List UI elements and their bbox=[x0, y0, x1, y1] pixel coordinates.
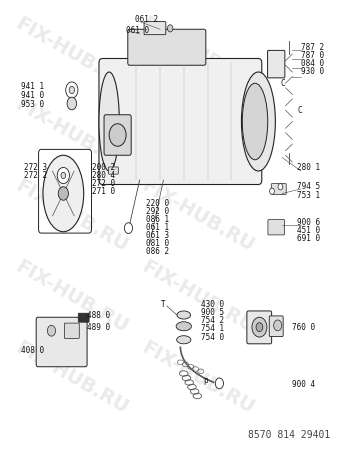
Circle shape bbox=[278, 184, 283, 190]
FancyBboxPatch shape bbox=[36, 317, 87, 367]
Circle shape bbox=[69, 86, 75, 94]
Text: 691 0: 691 0 bbox=[298, 234, 321, 243]
Text: 292 0: 292 0 bbox=[146, 207, 170, 216]
Circle shape bbox=[58, 187, 69, 200]
Text: C: C bbox=[280, 79, 285, 88]
FancyBboxPatch shape bbox=[268, 220, 285, 235]
Text: 941 1: 941 1 bbox=[21, 82, 44, 91]
Circle shape bbox=[274, 320, 282, 331]
Ellipse shape bbox=[99, 72, 119, 171]
Text: 760 0: 760 0 bbox=[292, 323, 315, 332]
FancyBboxPatch shape bbox=[267, 50, 285, 78]
Ellipse shape bbox=[177, 336, 191, 344]
Text: 408 0: 408 0 bbox=[21, 346, 44, 355]
Text: 787 0: 787 0 bbox=[301, 51, 324, 60]
Text: 200 2: 200 2 bbox=[92, 163, 115, 172]
Text: FIX-HUB.RU: FIX-HUB.RU bbox=[12, 95, 131, 175]
Circle shape bbox=[168, 25, 173, 32]
Text: 272 0: 272 0 bbox=[92, 179, 115, 188]
FancyBboxPatch shape bbox=[128, 29, 206, 65]
Ellipse shape bbox=[241, 72, 275, 171]
FancyBboxPatch shape bbox=[108, 167, 118, 174]
Circle shape bbox=[270, 188, 274, 194]
Text: FIX-HUB.RU: FIX-HUB.RU bbox=[138, 95, 257, 175]
Text: 900 5: 900 5 bbox=[201, 308, 224, 317]
Text: C: C bbox=[298, 106, 302, 115]
FancyBboxPatch shape bbox=[104, 115, 131, 155]
Text: 081 0: 081 0 bbox=[146, 239, 170, 248]
Text: 941 0: 941 0 bbox=[21, 91, 44, 100]
Ellipse shape bbox=[43, 155, 84, 232]
Text: 754 2: 754 2 bbox=[201, 316, 224, 325]
FancyBboxPatch shape bbox=[144, 22, 166, 35]
Text: FIX-HUB.RU: FIX-HUB.RU bbox=[138, 257, 257, 337]
Text: FIX-HUB.RU: FIX-HUB.RU bbox=[12, 338, 131, 418]
Text: p: p bbox=[203, 376, 208, 385]
FancyBboxPatch shape bbox=[247, 311, 272, 344]
Text: 930 0: 930 0 bbox=[301, 67, 324, 76]
Text: 086 1: 086 1 bbox=[146, 215, 170, 224]
Text: 061 2: 061 2 bbox=[135, 15, 158, 24]
Ellipse shape bbox=[177, 311, 190, 319]
Circle shape bbox=[109, 124, 126, 146]
Circle shape bbox=[47, 325, 56, 336]
Circle shape bbox=[256, 323, 263, 332]
Text: 086 2: 086 2 bbox=[146, 248, 170, 256]
Text: 451 0: 451 0 bbox=[298, 226, 321, 235]
Text: 220 0: 220 0 bbox=[146, 199, 170, 208]
Text: 430 0: 430 0 bbox=[201, 300, 224, 309]
Text: 271 0: 271 0 bbox=[92, 187, 115, 196]
Text: 280 1: 280 1 bbox=[298, 163, 321, 172]
Text: 953 0: 953 0 bbox=[21, 100, 44, 109]
Text: 061 1: 061 1 bbox=[146, 223, 170, 232]
Circle shape bbox=[252, 317, 267, 337]
Circle shape bbox=[66, 82, 78, 98]
Text: 272 3: 272 3 bbox=[25, 163, 48, 172]
FancyBboxPatch shape bbox=[271, 184, 286, 194]
Text: 753 1: 753 1 bbox=[298, 191, 321, 200]
Text: T: T bbox=[161, 300, 166, 309]
Text: 794 5: 794 5 bbox=[298, 182, 321, 191]
Circle shape bbox=[57, 167, 69, 184]
Text: 061 3: 061 3 bbox=[146, 231, 170, 240]
Text: 489 0: 489 0 bbox=[87, 323, 110, 332]
Circle shape bbox=[124, 223, 133, 234]
FancyBboxPatch shape bbox=[269, 316, 283, 337]
Text: 754 0: 754 0 bbox=[201, 333, 224, 342]
Circle shape bbox=[67, 97, 77, 110]
FancyBboxPatch shape bbox=[99, 58, 262, 184]
Text: 754 1: 754 1 bbox=[201, 324, 224, 333]
Text: 900 6: 900 6 bbox=[298, 218, 321, 227]
Text: 488 0: 488 0 bbox=[87, 310, 110, 320]
Text: FIX-HUB.RU: FIX-HUB.RU bbox=[12, 176, 131, 256]
Ellipse shape bbox=[242, 83, 268, 160]
Text: 900 4: 900 4 bbox=[292, 380, 315, 389]
Text: 8570 814 29401: 8570 814 29401 bbox=[248, 430, 330, 440]
FancyBboxPatch shape bbox=[78, 313, 89, 322]
Text: 272 2: 272 2 bbox=[25, 171, 48, 180]
Text: FIX-HUB.RU: FIX-HUB.RU bbox=[138, 14, 257, 94]
Text: FIX-HUB.RU: FIX-HUB.RU bbox=[12, 257, 131, 337]
Circle shape bbox=[215, 378, 223, 389]
Ellipse shape bbox=[176, 322, 191, 331]
FancyBboxPatch shape bbox=[64, 323, 79, 338]
Text: 084 0: 084 0 bbox=[301, 59, 324, 68]
Text: 787 2: 787 2 bbox=[301, 43, 324, 52]
Text: 280 4: 280 4 bbox=[92, 171, 115, 180]
Text: 061 0: 061 0 bbox=[126, 26, 149, 35]
Text: FIX-HUB.RU: FIX-HUB.RU bbox=[138, 338, 257, 418]
Text: FIX-HUB.RU: FIX-HUB.RU bbox=[12, 14, 131, 94]
Circle shape bbox=[61, 172, 66, 179]
Text: FIX-HUB.RU: FIX-HUB.RU bbox=[138, 176, 257, 256]
